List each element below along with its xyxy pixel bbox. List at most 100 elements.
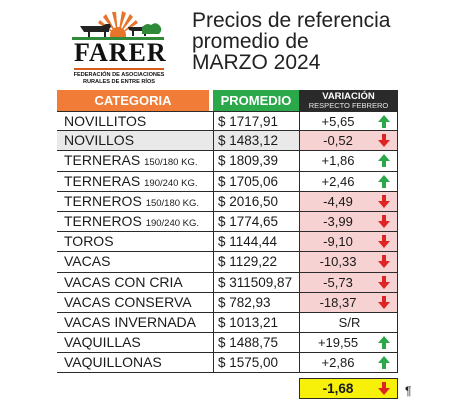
table-row: VACAS $ 1129,22 -10,33 xyxy=(57,252,398,273)
header-variation-label: VARIACIÓN xyxy=(322,91,375,102)
category-cell: TERNERAS 150/180 KG. xyxy=(57,151,213,170)
variation-value: -4,49 xyxy=(323,193,353,209)
table-row: TERNERAS 150/180 KG. $ 1809,39 +1,86 xyxy=(57,151,398,172)
table-row: NOVILLITOS $ 1717,91 +5,65 xyxy=(57,111,398,132)
arrow-down-icon xyxy=(378,194,390,208)
variation-cell: +2,46 xyxy=(299,171,398,191)
average-price-cell: $ 1717,91 xyxy=(213,112,299,131)
average-price-cell: $ 1809,39 xyxy=(213,151,299,171)
variation-value: +2,86 xyxy=(321,355,355,371)
variation-value: -18,37 xyxy=(319,294,357,310)
variation-cell: S/R xyxy=(299,312,398,333)
farer-logo: FARER FEDERACIÓN DE ASOCIACIONES RURALES… xyxy=(62,10,174,88)
logo-subtitle-line2: RURALES DE ENTRE RÍOS xyxy=(82,78,156,85)
total-variation-value: -1,68 xyxy=(322,380,354,396)
arrow-down-icon xyxy=(378,255,390,269)
category-cell: NOVILLOS xyxy=(57,131,213,151)
table-row: VACAS CONSERVA $ 782,93 -18,37 xyxy=(57,292,398,313)
average-price-cell: $ 1013,21 xyxy=(213,312,299,333)
arrow-up-icon xyxy=(378,115,390,128)
table-row: VAQUILLAS $ 1488,75 +19,55 xyxy=(57,333,398,354)
category-name: TERNEROS xyxy=(64,212,142,229)
logo-wordmark: FARER xyxy=(74,38,167,67)
arrow-up-icon xyxy=(378,154,390,168)
arrow-down-icon xyxy=(378,235,390,249)
average-price-cell: $ 1144,44 xyxy=(213,232,299,252)
total-variation-cell: -1,68 xyxy=(299,377,398,399)
category-cell: VACAS xyxy=(57,252,213,271)
variation-value: -10,33 xyxy=(319,254,357,270)
category-weight: 150/180 KG. xyxy=(144,157,198,169)
category-weight: 190/240 KG. xyxy=(145,217,200,229)
category-cell: VAQUILLONAS xyxy=(57,353,213,372)
header-variation-sub: RESPECTO FEBRERO xyxy=(308,101,389,110)
variation-cell: +19,55 xyxy=(299,333,398,353)
variation-cell: -9,10 xyxy=(299,232,398,252)
variation-cell: -3,99 xyxy=(299,211,398,232)
table-body: NOVILLITOS $ 1717,91 +5,65 NOVILLOS $ 1483,1… xyxy=(57,111,398,374)
arrow-up-icon xyxy=(378,174,390,188)
header-average: PROMEDIO xyxy=(213,90,299,111)
variation-cell: -4,49 xyxy=(299,191,398,211)
variation-value: -3,99 xyxy=(323,213,353,229)
category-name: NOVILLITOS xyxy=(64,113,147,129)
average-price-cell: $ 1488,75 xyxy=(213,333,299,353)
average-price-cell: $ 2016,50 xyxy=(213,191,299,211)
table-row: VACAS CON CRIA $ 311509,87 -5,73 xyxy=(57,272,398,293)
table-row: VACAS INVERNADA $ 1013,21 S/R xyxy=(57,312,398,334)
category-cell: TERNEROS 190/240 KG. xyxy=(57,212,213,231)
arrow-down-icon xyxy=(378,214,390,228)
arrow-down-icon xyxy=(378,381,390,395)
category-cell: NOVILLITOS xyxy=(57,112,213,130)
arrow-down-icon xyxy=(378,134,390,148)
category-name: NOVILLOS xyxy=(64,132,135,149)
variation-value: S/R xyxy=(338,314,361,330)
table-row: TERNERAS 190/240 KG. $ 1705,06 +2,46 xyxy=(57,171,398,192)
variation-value: +19,55 xyxy=(317,335,359,351)
category-name: VAQUILLAS xyxy=(64,334,141,351)
category-weight: 190/240 KG. xyxy=(144,177,198,189)
category-name: VACAS INVERNADA xyxy=(64,313,196,330)
arrow-up-icon xyxy=(378,356,390,370)
logo-subtitle-line1: FEDERACIÓN DE ASOCIACIONES xyxy=(73,72,165,78)
variation-value: +2,46 xyxy=(321,173,355,189)
table-row: TOROS $ 1144,44 -9,10 xyxy=(57,232,398,253)
variation-cell: +2,86 xyxy=(299,353,398,373)
arrow-down-icon xyxy=(378,275,390,289)
title-line2: promedio de xyxy=(192,30,309,53)
category-cell: VACAS CONSERVA xyxy=(57,293,213,312)
table-row: NOVILLOS $ 1483,12 -0,52 xyxy=(57,131,398,152)
category-name: TERNERAS xyxy=(64,152,141,169)
category-name: TOROS xyxy=(64,233,114,250)
table-row: TERNEROS 150/180 KG. $ 2016,50 -4,49 xyxy=(57,191,398,212)
average-price-cell: $ 1483,12 xyxy=(213,131,299,151)
category-name: TERNEROS xyxy=(64,192,142,209)
average-price-cell: $ 1129,22 xyxy=(213,252,299,272)
variation-cell: +5,65 xyxy=(299,112,398,131)
title-line3: MARZO 2024 xyxy=(192,51,321,74)
variation-cell: +1,86 xyxy=(299,151,398,171)
category-name: VACAS xyxy=(64,253,111,270)
logo-subtitle: FEDERACIÓN DE ASOCIACIONES RURALES DE EN… xyxy=(68,72,170,85)
category-name: VACAS CON CRIA xyxy=(64,273,183,290)
cow-and-sun-logo-icon xyxy=(72,11,164,40)
table-row: VAQUILLONAS $ 1575,00 +2,86 xyxy=(57,353,398,374)
category-cell: VAQUILLAS xyxy=(57,333,213,352)
category-name: VACAS CONSERVA xyxy=(64,293,192,310)
variation-value: -0,52 xyxy=(323,133,353,149)
average-price-cell: $ 1705,06 xyxy=(213,171,299,191)
category-cell: VACAS CON CRIA xyxy=(57,273,213,292)
variation-cell: -18,37 xyxy=(299,292,398,312)
arrow-down-icon xyxy=(378,295,390,309)
logo-divider xyxy=(74,68,164,70)
header-variation: VARIACIÓN RESPECTO FEBRERO xyxy=(299,90,398,111)
page-title: Precios de referencia promedio de MARZO … xyxy=(192,10,442,73)
category-name: VAQUILLONAS xyxy=(64,354,162,371)
paragraph-mark: ¶ xyxy=(405,384,412,398)
average-price-cell: $ 1774,65 xyxy=(213,211,299,232)
category-cell: TERNERAS 190/240 KG. xyxy=(57,172,213,191)
average-price-cell: $ 1575,00 xyxy=(213,353,299,373)
variation-value: -5,73 xyxy=(323,274,353,290)
average-price-cell: $ 311509,87 xyxy=(213,272,299,292)
variation-value: -9,10 xyxy=(323,234,353,250)
